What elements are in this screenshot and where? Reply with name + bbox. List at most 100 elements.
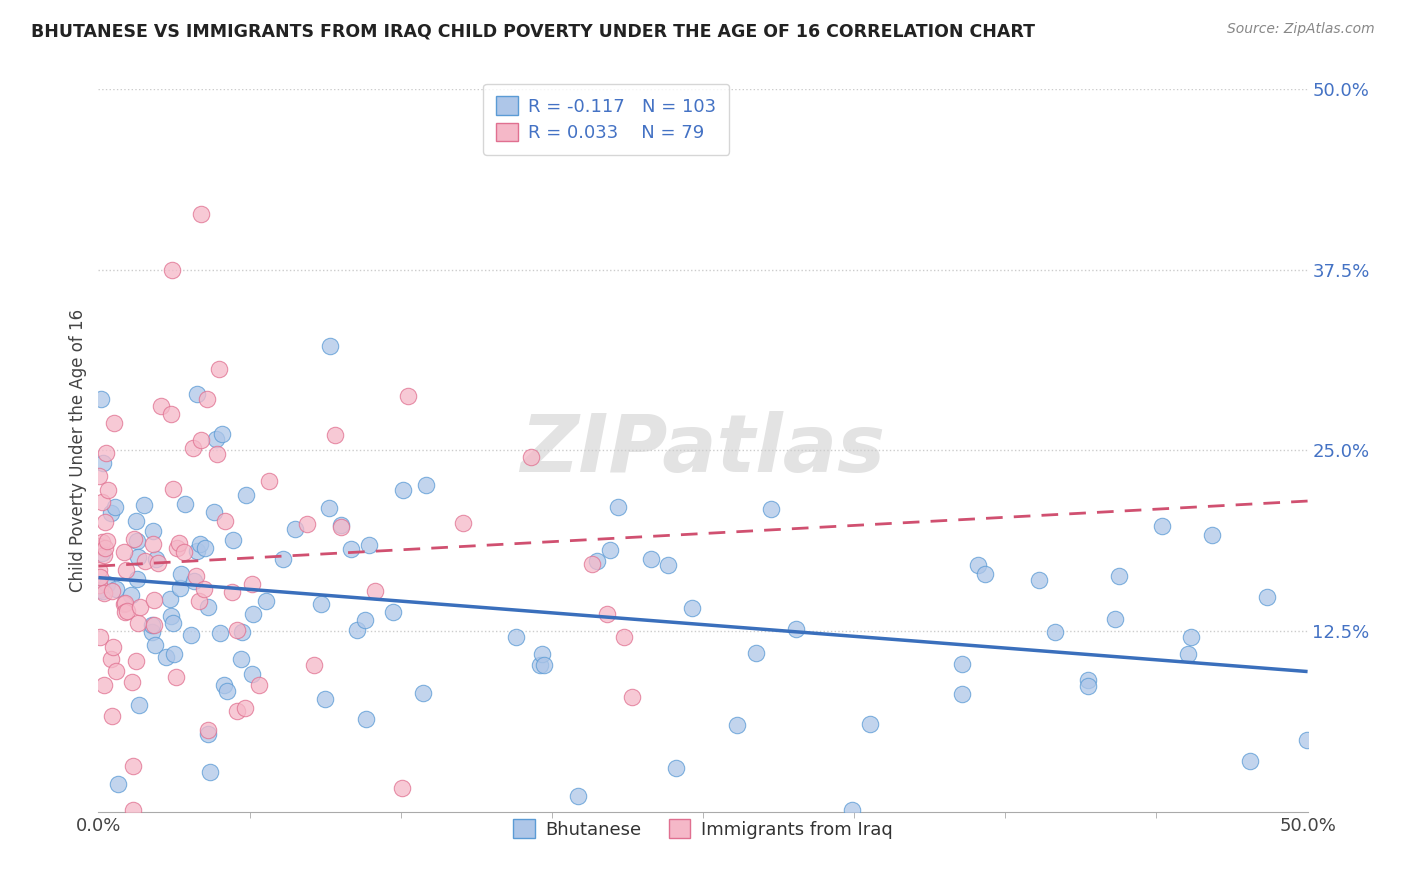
Point: [100, 709, 122, 723]
Point: [271, 552, 294, 566]
Point: [167, 536, 190, 550]
Point: [142, 537, 165, 551]
Point: [197, 723, 219, 738]
Point: [125, 654, 148, 668]
Point: [112, 597, 135, 611]
Point: [451, 516, 474, 530]
Point: [240, 577, 263, 591]
Point: [101, 584, 124, 599]
Point: [160, 263, 183, 277]
Point: [950, 687, 973, 701]
Point: [1028, 574, 1050, 588]
Point: [190, 207, 212, 221]
Point: [240, 667, 263, 681]
Point: [91, 584, 114, 599]
Point: [128, 600, 150, 615]
Point: [302, 657, 325, 672]
Point: [127, 534, 149, 549]
Point: [207, 446, 229, 460]
Point: [1077, 679, 1099, 693]
Point: [159, 592, 181, 607]
Point: [198, 764, 221, 779]
Point: [323, 427, 346, 442]
Point: [1150, 518, 1173, 533]
Point: [87, 539, 110, 553]
Point: [134, 554, 156, 568]
Point: [231, 652, 253, 666]
Point: [165, 670, 187, 684]
Point: [354, 613, 377, 627]
Point: [1108, 569, 1130, 583]
Point: [100, 506, 122, 520]
Text: ZIPatlas: ZIPatlas: [520, 411, 886, 490]
Point: [785, 622, 807, 636]
Point: [681, 600, 703, 615]
Point: [96, 534, 118, 549]
Point: [214, 514, 236, 528]
Point: [89, 582, 111, 597]
Point: [120, 588, 142, 602]
Point: [197, 600, 219, 615]
Point: [567, 789, 589, 803]
Point: [581, 557, 603, 571]
Point: [613, 630, 636, 644]
Point: [381, 605, 404, 619]
Point: [142, 524, 165, 538]
Point: [193, 582, 215, 596]
Point: [194, 541, 217, 556]
Point: [91, 546, 114, 560]
Point: [91, 495, 114, 509]
Point: [214, 678, 236, 692]
Point: [314, 692, 336, 706]
Point: [1077, 673, 1099, 687]
Point: [318, 500, 340, 515]
Point: [1045, 624, 1067, 639]
Point: [141, 618, 163, 632]
Point: [415, 477, 437, 491]
Point: [357, 538, 380, 552]
Point: [295, 517, 318, 532]
Point: [143, 639, 166, 653]
Point: [89, 630, 111, 644]
Point: [162, 616, 184, 631]
Point: [222, 533, 245, 548]
Point: [225, 704, 247, 718]
Point: [188, 593, 211, 607]
Point: [166, 541, 188, 555]
Point: [150, 399, 173, 413]
Point: [160, 608, 183, 623]
Point: [127, 615, 149, 630]
Point: [93, 548, 115, 562]
Y-axis label: Child Poverty Under the Age of 16: Child Poverty Under the Age of 16: [69, 309, 87, 592]
Point: [841, 803, 863, 817]
Point: [363, 584, 385, 599]
Point: [105, 664, 128, 678]
Point: [96, 446, 118, 460]
Point: [761, 501, 783, 516]
Point: [155, 650, 177, 665]
Point: [242, 607, 264, 621]
Point: [121, 675, 143, 690]
Point: [725, 718, 748, 732]
Point: [93, 678, 115, 692]
Point: [105, 582, 128, 596]
Point: [330, 518, 353, 533]
Point: [354, 712, 377, 726]
Point: [114, 596, 136, 610]
Point: [621, 690, 644, 704]
Point: [162, 647, 184, 661]
Point: [121, 803, 143, 817]
Point: [309, 597, 332, 611]
Point: [145, 552, 167, 566]
Point: [1239, 754, 1261, 768]
Point: [143, 592, 166, 607]
Point: [346, 624, 368, 638]
Point: [186, 544, 208, 558]
Point: [134, 498, 156, 512]
Point: [391, 780, 413, 795]
Point: [505, 630, 527, 644]
Point: [339, 541, 361, 556]
Point: [205, 433, 228, 447]
Point: [657, 558, 679, 572]
Point: [329, 520, 352, 534]
